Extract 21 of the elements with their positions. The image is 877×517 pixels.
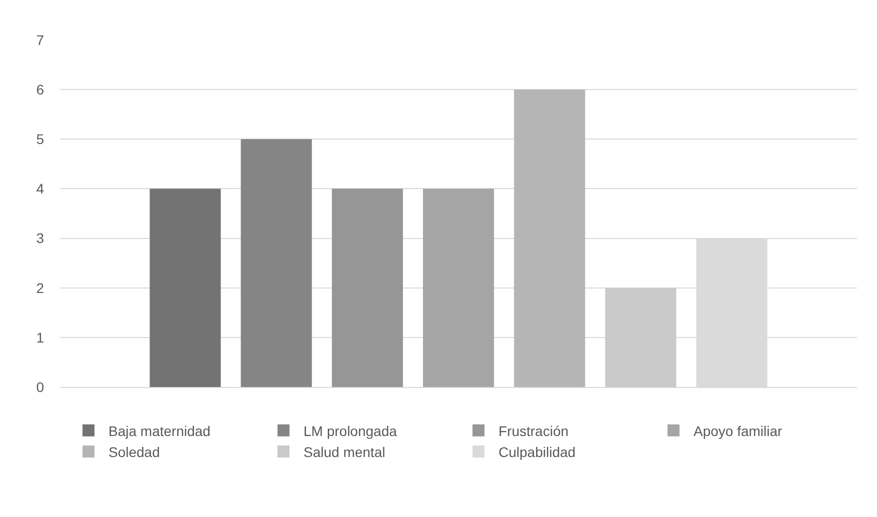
legend-label: LM prolongada bbox=[304, 422, 398, 439]
legend-label: Baja maternidad bbox=[108, 422, 210, 439]
y-tick-label: 5 bbox=[36, 131, 44, 148]
legend-label: Culpabilidad bbox=[498, 444, 576, 460]
y-tick-label: 4 bbox=[36, 180, 44, 197]
legend-label: Soledad bbox=[108, 444, 160, 460]
bar bbox=[150, 188, 221, 387]
legend-label: Apoyo familiar bbox=[694, 422, 783, 439]
y-tick-label: 3 bbox=[36, 230, 44, 246]
y-tick-label: 2 bbox=[36, 280, 44, 296]
y-tick-label: 0 bbox=[36, 378, 44, 395]
bar bbox=[605, 288, 676, 387]
legend-label: Salud mental bbox=[304, 444, 386, 460]
y-tick-label: 1 bbox=[36, 329, 44, 346]
bar bbox=[422, 188, 494, 387]
y-tick-label: 7 bbox=[36, 32, 44, 48]
bar bbox=[240, 139, 312, 387]
y-tick-label: 6 bbox=[36, 81, 44, 98]
bar bbox=[514, 90, 586, 387]
legend-label: Frustración bbox=[498, 422, 569, 439]
bar bbox=[332, 188, 403, 387]
